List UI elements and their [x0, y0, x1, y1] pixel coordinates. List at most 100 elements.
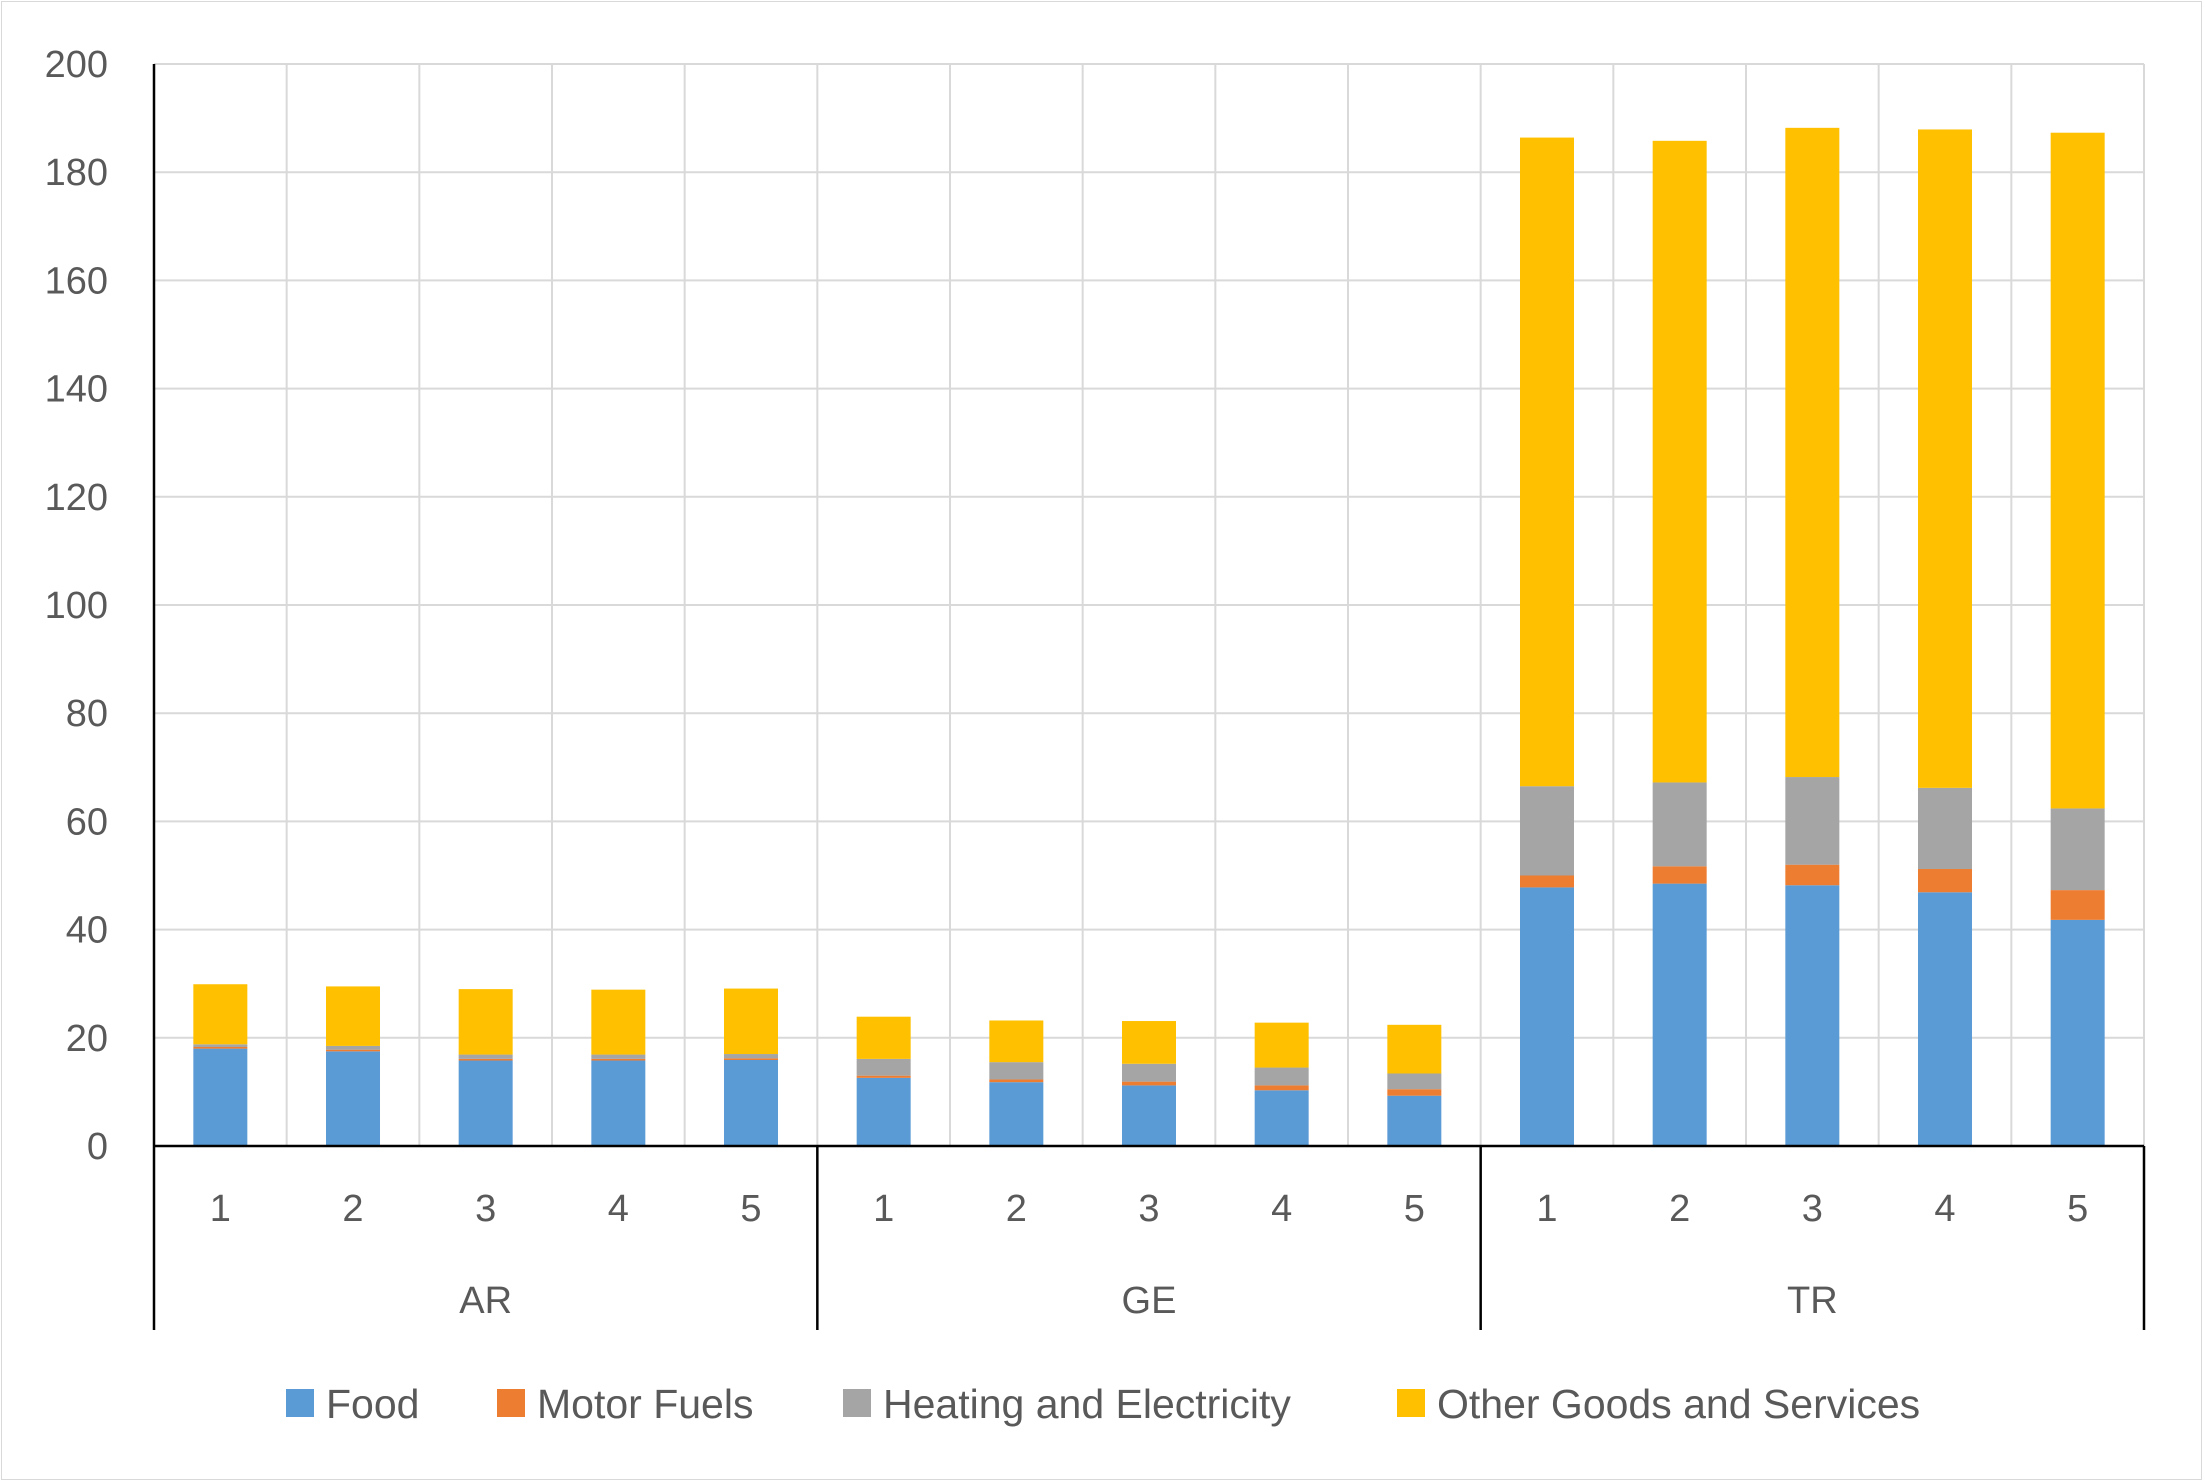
bar-segment-food [1652, 883, 1707, 1146]
group-label: GE [1122, 1280, 1177, 1322]
legend: Food Motor Fuels Heating and Electricity Ot… [286, 1381, 1920, 1427]
y-tick-label: 20 [66, 1018, 108, 1060]
legend-swatch [843, 1389, 871, 1417]
x-tick-label: 2 [1006, 1188, 1027, 1230]
bar-segment-food [2050, 919, 2105, 1146]
bar-segment-heating-and-electricity [1520, 786, 1574, 876]
bar-segment-heating-and-electricity [1122, 1063, 1176, 1082]
gridlines [154, 63, 2145, 1146]
bar-segment-food [724, 1059, 778, 1146]
x-tick-label: 3 [1138, 1188, 1159, 1230]
x-tick-label: 5 [740, 1188, 761, 1230]
legend-label: Food [326, 1381, 419, 1427]
bar-segment-other-goods-and-services [989, 1020, 1044, 1063]
bar-segment-motor-fuels [1520, 875, 1574, 888]
y-tick-label: 180 [45, 152, 108, 194]
bar-segment-other-goods-and-services [1254, 1022, 1309, 1068]
bar-segment-other-goods-and-services [724, 988, 778, 1055]
bar-segment-other-goods-and-services [1785, 127, 1840, 778]
bar-segment-food [1918, 892, 1972, 1146]
bar-segment-heating-and-electricity [724, 1054, 778, 1059]
x-tick-label: 2 [342, 1188, 363, 1230]
y-tick-label: 60 [66, 801, 108, 843]
group-label: AR [459, 1280, 512, 1322]
bar-segment-food [1254, 1090, 1309, 1146]
bar-segment-food [193, 1048, 248, 1146]
bar-segment-other-goods-and-services [193, 984, 248, 1045]
bar-segment-other-goods-and-services [2050, 132, 2105, 809]
group-label: TR [1787, 1280, 1838, 1322]
bar-segment-other-goods-and-services [856, 1016, 911, 1059]
bar-segment-food [1387, 1095, 1442, 1146]
x-tick-label: 2 [1669, 1188, 1690, 1230]
bar-segment-other-goods-and-services [1520, 137, 1574, 787]
y-tick-label: 0 [87, 1126, 108, 1168]
bar-segment-other-goods-and-services [458, 989, 513, 1055]
bar-segment-heating-and-electricity [458, 1054, 513, 1059]
bar-segment-heating-and-electricity [1387, 1073, 1442, 1090]
x-tick-label: 1 [210, 1188, 231, 1230]
bar-segment-heating-and-electricity [591, 1054, 646, 1059]
legend-label: Heating and Electricity [883, 1381, 1291, 1427]
bar-segment-food [326, 1051, 380, 1146]
bar-segment-other-goods-and-services [1918, 129, 1972, 788]
x-tick-label: 4 [1271, 1188, 1292, 1230]
bar-segment-food [458, 1060, 513, 1146]
y-tick-label: 80 [66, 693, 108, 735]
y-tick-label: 100 [45, 585, 108, 627]
bar-segment-motor-fuels [1785, 864, 1840, 886]
bar-segment-heating-and-electricity [1652, 782, 1707, 867]
bar-segment-heating-and-electricity [193, 1044, 248, 1047]
bar-segment-food [1520, 887, 1574, 1146]
x-tick-label: 3 [475, 1188, 496, 1230]
bar-segment-motor-fuels [591, 1058, 646, 1061]
bar-segment-other-goods-and-services [326, 986, 380, 1046]
x-tick-label: 1 [873, 1188, 894, 1230]
bar-segment-heating-and-electricity [1254, 1067, 1309, 1086]
y-tick-label: 140 [45, 369, 108, 411]
bar-segment-food [989, 1082, 1044, 1146]
bar-segment-motor-fuels [1652, 866, 1707, 884]
bars [193, 127, 2105, 1146]
axes: 0 20 40 60 80 100 120 140 160 180 200 1 2 3 4 5 1 2 3 4 5 1 2 3… [45, 44, 2146, 1330]
bar-segment-heating-and-electricity [2050, 808, 2105, 891]
bar-segment-motor-fuels [724, 1058, 778, 1060]
bar-segment-motor-fuels [326, 1049, 380, 1052]
bar-segment-food [856, 1077, 911, 1146]
legend-swatch [1397, 1389, 1425, 1417]
bar-segment-other-goods-and-services [1387, 1024, 1442, 1074]
bar-segment-motor-fuels [458, 1058, 513, 1061]
y-tick-label: 160 [45, 260, 108, 302]
bar-segment-food [1122, 1085, 1176, 1146]
bar-segment-motor-fuels [989, 1079, 1044, 1083]
legend-label: Motor Fuels [537, 1381, 753, 1427]
bar-segment-motor-fuels [1918, 869, 1972, 893]
legend-label: Other Goods and Services [1437, 1381, 1920, 1427]
x-tick-label: 4 [608, 1188, 629, 1230]
bar-segment-heating-and-electricity [1785, 777, 1840, 865]
bar-segment-motor-fuels [1387, 1089, 1442, 1096]
x-tick-label: 5 [2067, 1188, 2088, 1230]
bar-segment-heating-and-electricity [856, 1058, 911, 1076]
x-tick-label: 5 [1404, 1188, 1425, 1230]
bar-segment-heating-and-electricity [989, 1062, 1044, 1080]
legend-swatch [286, 1389, 314, 1417]
bar-segment-other-goods-and-services [1652, 140, 1707, 783]
bar-segment-motor-fuels [2050, 890, 2105, 920]
bar-segment-motor-fuels [1122, 1081, 1176, 1086]
bar-segment-other-goods-and-services [1122, 1021, 1176, 1064]
x-tick-label: 4 [1934, 1188, 1955, 1230]
y-tick-label: 200 [45, 44, 108, 86]
bar-segment-food [1785, 885, 1840, 1146]
x-tick-label: 1 [1536, 1188, 1557, 1230]
x-tick-label: 3 [1802, 1188, 1823, 1230]
legend-swatch [497, 1389, 525, 1417]
bar-segment-heating-and-electricity [326, 1045, 380, 1050]
bar-segment-heating-and-electricity [1918, 787, 1972, 870]
y-tick-label: 40 [66, 910, 108, 952]
bar-segment-other-goods-and-services [591, 989, 646, 1055]
bar-segment-motor-fuels [856, 1075, 911, 1078]
bar-segment-motor-fuels [1254, 1085, 1309, 1091]
bar-segment-food [591, 1060, 646, 1146]
